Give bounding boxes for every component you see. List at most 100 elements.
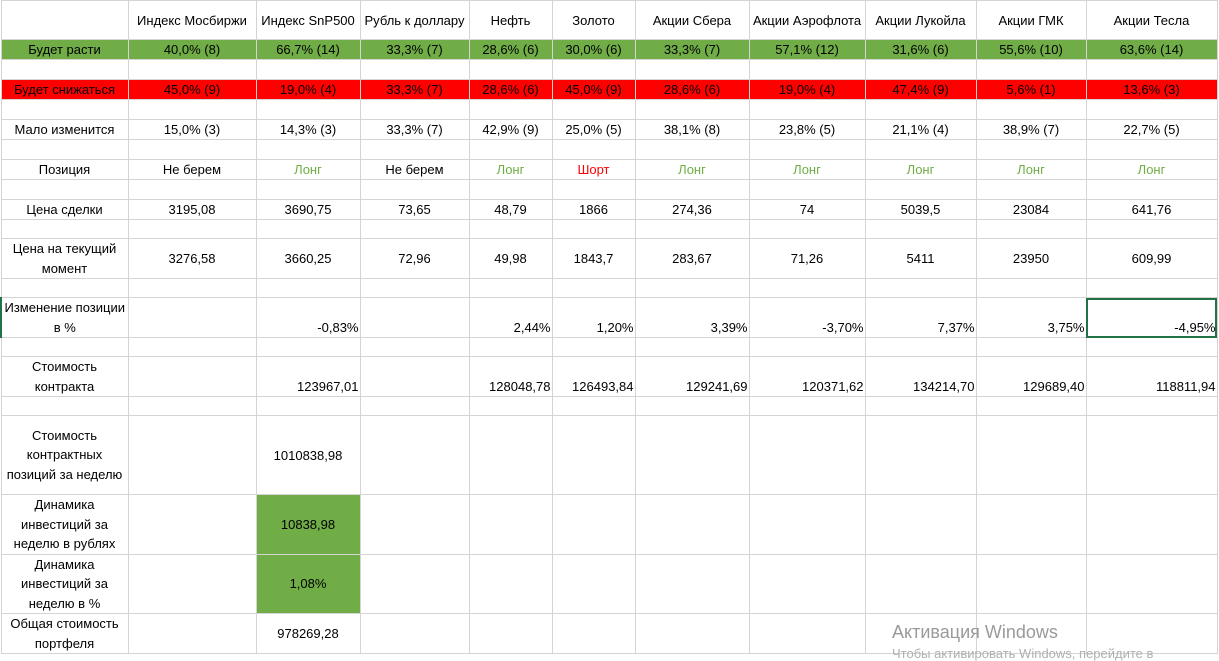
empty-cell[interactable] <box>468 278 553 298</box>
current-price-cell[interactable]: 71,26 <box>748 238 866 279</box>
empty-cell[interactable] <box>748 553 866 614</box>
contract-value-cell[interactable]: 123967,01 <box>255 356 361 397</box>
deal-price-cell[interactable]: 73,65 <box>359 199 470 220</box>
empty-cell[interactable] <box>975 396 1087 416</box>
empty-cell[interactable] <box>551 219 636 239</box>
change-cell[interactable]: 7,37% <box>864 297 977 338</box>
deal-price-cell[interactable]: 23084 <box>975 199 1087 220</box>
empty-cell[interactable] <box>975 59 1087 80</box>
change-cell[interactable] <box>127 297 257 338</box>
position-cell[interactable]: Лонг <box>1085 159 1218 180</box>
position-cell[interactable]: Лонг <box>748 159 866 180</box>
empty-cell[interactable] <box>359 494 470 555</box>
empty-cell[interactable] <box>0 59 129 80</box>
deal-price-cell[interactable]: 74 <box>748 199 866 220</box>
flat-label[interactable]: Мало изменится <box>0 119 129 140</box>
header-snp500[interactable]: Индекс SnP500 <box>255 0 361 40</box>
empty-cell[interactable] <box>975 415 1087 495</box>
contract-value-cell[interactable]: 128048,78 <box>468 356 553 397</box>
empty-cell[interactable] <box>127 415 257 495</box>
empty-cell[interactable] <box>975 219 1087 239</box>
fall-cell[interactable]: 5,6% (1) <box>975 79 1087 100</box>
empty-cell[interactable] <box>359 99 470 120</box>
position-cell[interactable]: Лонг <box>975 159 1087 180</box>
fall-cell[interactable]: 19,0% (4) <box>255 79 361 100</box>
empty-cell[interactable] <box>127 613 257 654</box>
empty-cell[interactable] <box>468 613 553 654</box>
empty-cell[interactable] <box>864 337 977 357</box>
header-tesla[interactable]: Акции Тесла <box>1085 0 1218 40</box>
contract-value-cell[interactable]: 129689,40 <box>975 356 1087 397</box>
empty-cell[interactable] <box>1085 613 1218 654</box>
empty-cell[interactable] <box>864 415 977 495</box>
empty-cell[interactable] <box>748 59 866 80</box>
rise-cell[interactable]: 63,6% (14) <box>1085 39 1218 60</box>
empty-cell[interactable] <box>748 139 866 160</box>
empty-cell[interactable] <box>1085 494 1218 555</box>
current-price-cell[interactable]: 49,98 <box>468 238 553 279</box>
deal-price-cell[interactable]: 5039,5 <box>864 199 977 220</box>
empty-cell[interactable] <box>468 139 553 160</box>
header-empty-cell[interactable] <box>0 0 129 40</box>
change-cell[interactable]: -0,83% <box>255 297 361 338</box>
portfolio-label[interactable]: Общая стоимость портфеля <box>0 613 129 654</box>
empty-cell[interactable] <box>255 179 361 200</box>
position-cell[interactable]: Шорт <box>551 159 636 180</box>
empty-cell[interactable] <box>634 59 750 80</box>
empty-cell[interactable] <box>359 179 470 200</box>
empty-cell[interactable] <box>359 613 470 654</box>
deal-price-label[interactable]: Цена сделки <box>0 199 129 220</box>
change-cell[interactable]: 3,39% <box>634 297 750 338</box>
empty-cell[interactable] <box>1085 278 1218 298</box>
empty-cell[interactable] <box>975 278 1087 298</box>
fall-cell[interactable]: 47,4% (9) <box>864 79 977 100</box>
empty-cell[interactable] <box>468 396 553 416</box>
contract-value-cell[interactable]: 134214,70 <box>864 356 977 397</box>
empty-cell[interactable] <box>127 494 257 555</box>
empty-cell[interactable] <box>0 337 129 357</box>
empty-cell[interactable] <box>551 415 636 495</box>
change-label[interactable]: Изменение позиции в % <box>0 297 129 338</box>
fall-cell[interactable]: 45,0% (9) <box>551 79 636 100</box>
dynamics-pct-label[interactable]: Динамика инвестиций за неделю в % <box>0 553 129 614</box>
flat-cell[interactable]: 25,0% (5) <box>551 119 636 140</box>
empty-cell[interactable] <box>634 396 750 416</box>
empty-cell[interactable] <box>748 99 866 120</box>
rise-cell[interactable]: 40,0% (8) <box>127 39 257 60</box>
empty-cell[interactable] <box>468 179 553 200</box>
empty-cell[interactable] <box>551 99 636 120</box>
empty-cell[interactable] <box>748 494 866 555</box>
position-cell[interactable]: Лонг <box>468 159 553 180</box>
empty-cell[interactable] <box>359 219 470 239</box>
fall-cell[interactable]: 28,6% (6) <box>634 79 750 100</box>
empty-cell[interactable] <box>0 99 129 120</box>
empty-cell[interactable] <box>255 99 361 120</box>
empty-cell[interactable] <box>864 139 977 160</box>
deal-price-cell[interactable]: 48,79 <box>468 199 553 220</box>
rise-label[interactable]: Будет расти <box>0 39 129 60</box>
empty-cell[interactable] <box>359 278 470 298</box>
header-aeroflot[interactable]: Акции Аэрофлота <box>748 0 866 40</box>
header-gold[interactable]: Золото <box>551 0 636 40</box>
rise-cell[interactable]: 66,7% (14) <box>255 39 361 60</box>
empty-cell[interactable] <box>551 553 636 614</box>
empty-cell[interactable] <box>1085 139 1218 160</box>
empty-cell[interactable] <box>748 337 866 357</box>
empty-cell[interactable] <box>748 415 866 495</box>
change-cell[interactable]: 2,44% <box>468 297 553 338</box>
contract-value-cell[interactable]: 118811,94 <box>1085 356 1218 397</box>
rise-cell[interactable]: 28,6% (6) <box>468 39 553 60</box>
header-oil[interactable]: Нефть <box>468 0 553 40</box>
deal-price-cell[interactable]: 1866 <box>551 199 636 220</box>
empty-cell[interactable] <box>127 396 257 416</box>
empty-cell[interactable] <box>127 553 257 614</box>
empty-cell[interactable] <box>748 219 866 239</box>
rise-cell[interactable]: 55,6% (10) <box>975 39 1087 60</box>
dynamics-pct-value[interactable]: 1,08% <box>255 553 361 614</box>
current-price-cell[interactable]: 3660,25 <box>255 238 361 279</box>
dynamics-rub-label[interactable]: Динамика инвестиций за неделю в рублях <box>0 494 129 555</box>
empty-cell[interactable] <box>255 278 361 298</box>
empty-cell[interactable] <box>748 613 866 654</box>
contract-value-cell[interactable] <box>127 356 257 397</box>
empty-cell[interactable] <box>864 59 977 80</box>
